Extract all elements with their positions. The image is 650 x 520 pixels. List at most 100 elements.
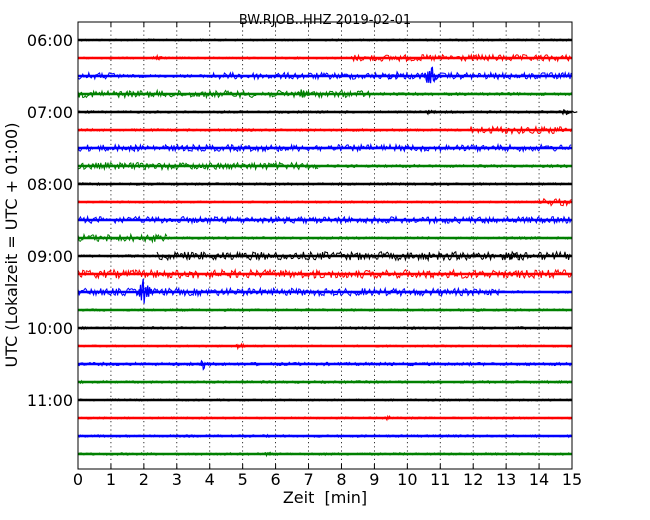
x-tick-label: 6: [271, 470, 281, 489]
event-burst: [422, 66, 443, 84]
x-tick-label: 14: [529, 470, 549, 489]
trace-09:00: [77, 250, 572, 263]
noise-segment: [469, 125, 573, 136]
x-tick-label: 4: [205, 470, 215, 489]
trace-07:45: [77, 161, 572, 172]
x-axis-label: Zeit [min]: [283, 488, 367, 507]
x-tick-label: 3: [172, 470, 182, 489]
trace-08:45: [77, 232, 572, 244]
noise-segment: [77, 361, 572, 368]
x-tick-label: 2: [139, 470, 149, 489]
noise-segment: [77, 254, 157, 259]
x-tick-label: 13: [496, 470, 516, 489]
noise-segment: [77, 433, 572, 439]
noise-segment: [370, 91, 572, 97]
noise-segment: [77, 398, 572, 402]
trace-08:15: [77, 197, 572, 207]
grid-lines: [110, 22, 540, 469]
y-tick-label: 07:00: [27, 103, 73, 122]
noise-segment: [206, 70, 572, 81]
trace-11:45: [77, 451, 572, 458]
noise-segment: [77, 379, 572, 385]
y-tick-label: 08:00: [27, 175, 73, 194]
x-tick-label: 1: [106, 470, 116, 489]
noise-segment: [77, 161, 319, 172]
noise-segment: [78, 344, 572, 348]
noise-segment: [499, 290, 572, 294]
event-burst: [380, 414, 400, 422]
y-axis-ticks: 06:00 07:00 08:00 09:00 10:00 11:00: [27, 31, 83, 410]
trace-06:30: [77, 66, 572, 84]
x-tick-label: 9: [369, 470, 379, 489]
x-tick-label: 5: [238, 470, 248, 489]
trace-11:00: [77, 398, 572, 402]
x-tick-label: 0: [73, 470, 83, 489]
event-burst: [386, 70, 407, 80]
noise-segment: [77, 181, 572, 187]
noise-segment: [77, 71, 125, 81]
noise-segment: [123, 73, 207, 79]
noise-segment: [77, 307, 572, 313]
trace-10:30: [77, 359, 572, 371]
noise-segment: [77, 451, 572, 457]
noise-segment: [318, 163, 572, 169]
noise-segment: [78, 214, 572, 226]
noise-segment: [538, 197, 572, 207]
event-burst: [149, 53, 169, 61]
trace-09:15: [77, 268, 572, 280]
noise-segment: [77, 142, 572, 154]
noise-segment: [77, 38, 572, 42]
trace-06:45: [77, 88, 572, 100]
x-tick-label: 10: [397, 470, 417, 489]
noise-segment: [77, 88, 372, 100]
trace-06:15: [77, 53, 572, 63]
event-burst: [423, 109, 443, 116]
noise-segment: [77, 325, 572, 331]
trace-08:30: [78, 214, 572, 226]
event-burst: [505, 252, 525, 261]
trace-10:00: [77, 325, 572, 331]
trace-09:45: [77, 307, 572, 313]
y-tick-label: 11:00: [27, 391, 73, 410]
noise-segment: [77, 232, 168, 244]
trace-11:15: [77, 414, 572, 422]
y-tick-label: 06:00: [27, 31, 73, 50]
noise-segment: [156, 250, 572, 263]
trace-11:30: [77, 433, 572, 439]
trace-07:30: [77, 142, 572, 154]
y-tick-label: 09:00: [27, 247, 73, 266]
noise-segment: [77, 127, 470, 133]
noise-segment: [350, 53, 572, 63]
x-tick-label: 7: [303, 470, 313, 489]
noise-segment: [77, 200, 540, 204]
plot-frame: [77, 21, 573, 470]
chart-title: BW.RJOB..HHZ 2019-02-01: [239, 13, 411, 28]
seismogram-traces: [77, 38, 578, 458]
trace-06:00: [77, 38, 572, 42]
noise-segment: [77, 56, 351, 60]
noise-segment: [77, 109, 572, 115]
noise-segment: [77, 268, 572, 280]
trace-07:00: [77, 109, 578, 116]
y-tick-label: 10:00: [27, 319, 73, 338]
trace-10:45: [77, 379, 572, 385]
event-burst: [195, 359, 216, 371]
event-burst: [558, 109, 578, 116]
trace-08:00: [77, 181, 572, 187]
event-burst: [294, 89, 315, 98]
event-burst: [136, 278, 156, 304]
x-tick-label: 8: [336, 470, 346, 489]
trace-07:15: [77, 125, 573, 136]
event-burst: [261, 451, 281, 458]
event-burst: [232, 342, 252, 351]
trace-09:30: [77, 278, 572, 304]
x-axis-ticks: 0 1 2 3 4 5 6 7 8 9 10 11 12 13 14 15: [73, 22, 582, 489]
trace-10:15: [78, 342, 572, 351]
noise-segment: [166, 235, 572, 241]
x-tick-label: 12: [463, 470, 483, 489]
noise-segment: [77, 416, 572, 420]
y-axis-label: UTC (Lokalzeit = UTC + 01:00): [2, 123, 21, 368]
x-tick-label: 11: [430, 470, 450, 489]
x-tick-label: 15: [562, 470, 582, 489]
